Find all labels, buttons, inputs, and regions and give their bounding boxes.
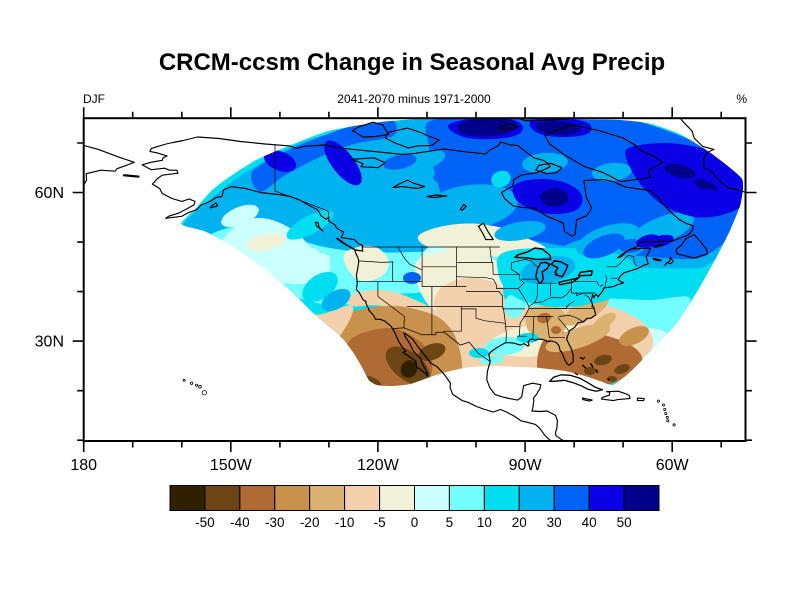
svg-text:DJF: DJF <box>83 92 105 106</box>
svg-text:-20: -20 <box>300 515 320 530</box>
svg-text:30N: 30N <box>35 334 64 351</box>
svg-text:10: 10 <box>477 515 492 530</box>
svg-text:-10: -10 <box>335 515 355 530</box>
svg-text:60W: 60W <box>656 457 690 474</box>
svg-text:-50: -50 <box>195 515 215 530</box>
svg-text:2041-2070 minus 1971-2000: 2041-2070 minus 1971-2000 <box>337 92 491 106</box>
svg-text:60N: 60N <box>35 185 64 202</box>
svg-text:120W: 120W <box>357 457 400 474</box>
svg-text:%: % <box>736 92 747 106</box>
svg-text:150W: 150W <box>210 457 253 474</box>
svg-text:CRCM-ccsm Change in Seasonal A: CRCM-ccsm Change in Seasonal Avg Precip <box>159 49 665 76</box>
svg-text:-5: -5 <box>374 515 386 530</box>
svg-text:-40: -40 <box>230 515 250 530</box>
svg-text:30: 30 <box>547 515 562 530</box>
svg-text:40: 40 <box>582 515 597 530</box>
svg-text:90W: 90W <box>509 457 543 474</box>
svg-text:20: 20 <box>512 515 527 530</box>
svg-text:-30: -30 <box>265 515 285 530</box>
svg-text:5: 5 <box>446 515 454 530</box>
svg-text:180: 180 <box>70 457 97 474</box>
svg-text:0: 0 <box>411 515 419 530</box>
svg-text:50: 50 <box>617 515 632 530</box>
